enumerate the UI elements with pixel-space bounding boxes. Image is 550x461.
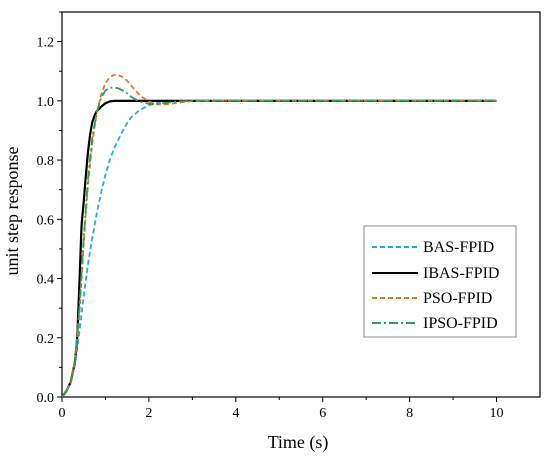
legend-box — [363, 225, 517, 338]
y-axis-title: unit step response — [2, 147, 22, 276]
series-layer — [61, 73, 497, 398]
legend-label-bas-fpid: BAS-FPID — [423, 239, 494, 256]
x-tick-label: 6 — [319, 406, 326, 421]
axes-layer: 0 2 4 6 8 10 0.0 0.2 0.4 0.6 0.8 1.0 1.2 — [37, 11, 504, 421]
legend-item-pso-fpid: PSO-FPID — [372, 290, 492, 307]
legend-item-bas-fpid: BAS-FPID — [372, 239, 494, 256]
x-tick-label: 10 — [490, 406, 504, 421]
y-tick-label: 1.0 — [37, 95, 55, 110]
y-tick-label: 0.8 — [37, 154, 55, 169]
x-tick-label: 4 — [232, 406, 239, 421]
legend-item-ipso-fpid: IPSO-FPID — [372, 315, 498, 332]
x-tick-label: 2 — [145, 406, 152, 421]
legend: BAS-FPID IBAS-FPID PSO-FPID IPSO-FPID — [363, 225, 517, 338]
legend-label-ibas-fpid: IBAS-FPID — [423, 265, 499, 282]
y-tick-label: 0.4 — [37, 273, 55, 288]
y-tick-label: 1.2 — [37, 36, 55, 51]
y-tick-label: 0.0 — [37, 391, 55, 406]
legend-label-ipso-fpid: IPSO-FPID — [423, 315, 498, 332]
plot-area — [61, 11, 541, 398]
plot-frame — [61, 11, 541, 398]
legend-label-pso-fpid: PSO-FPID — [423, 290, 492, 307]
x-axis-title: Time (s) — [268, 432, 329, 453]
legend-item-ibas-fpid: IBAS-FPID — [372, 265, 499, 282]
y-tick-label: 0.2 — [37, 332, 55, 347]
y-tick-label: 0.6 — [37, 213, 55, 228]
series-line-ipso-fpid — [61, 86, 497, 398]
x-tick-label: 8 — [406, 406, 413, 421]
x-tick-label: 0 — [59, 406, 66, 421]
